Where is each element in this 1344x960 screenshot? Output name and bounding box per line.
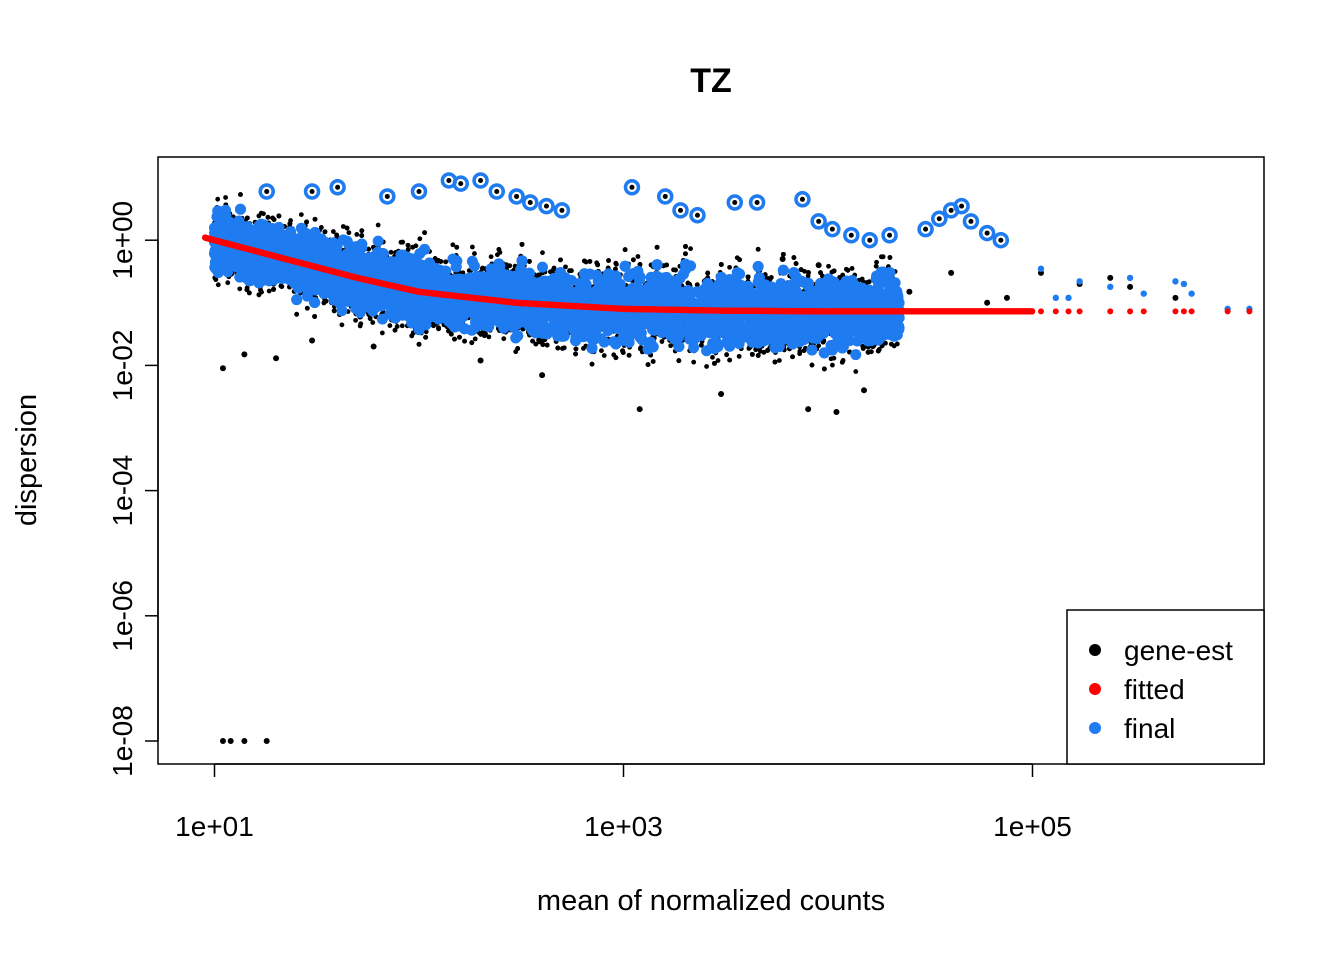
gene-est-point — [417, 236, 423, 242]
gene-est-point — [357, 323, 363, 329]
gene-est-point — [450, 242, 456, 248]
gene-est-point — [791, 255, 797, 260]
gene-est-point — [626, 352, 632, 358]
gene-est-point — [849, 266, 855, 271]
gene-est-point — [737, 257, 742, 263]
gene-est-point — [388, 249, 394, 255]
gene-est-point — [330, 229, 336, 234]
gene-est-point — [370, 320, 376, 325]
gene-est-point — [394, 324, 400, 329]
gene-est-point — [501, 336, 507, 342]
point-cloud-layer — [209, 192, 905, 374]
gene-est-point — [635, 254, 641, 259]
gene-est-point — [422, 230, 428, 236]
gene-est-point — [462, 338, 467, 344]
gene-est-point — [558, 257, 563, 263]
gene-est-point — [298, 212, 304, 218]
gene-est-point — [845, 267, 851, 273]
gene-est-point — [839, 359, 845, 365]
gene-est-point — [494, 252, 500, 258]
gene-est-point — [486, 334, 492, 340]
gene-est-point — [727, 264, 732, 270]
gene-est-point — [270, 215, 276, 221]
gene-est-point — [446, 328, 451, 334]
gene-est-point — [755, 246, 761, 252]
gene-est-point — [469, 244, 475, 250]
gene-est-point — [599, 348, 604, 354]
gene-est-point — [790, 354, 795, 360]
gene-est-point — [563, 264, 568, 270]
gene-est-point — [533, 341, 539, 347]
gene-est-point — [883, 340, 888, 346]
gene-est-point — [757, 348, 763, 354]
gene-est-point — [691, 359, 697, 365]
gene-est-point — [736, 353, 742, 359]
gene-est-point — [587, 259, 593, 264]
chart-title: TZ — [690, 62, 732, 100]
gene-est-point — [551, 266, 557, 272]
gene-est-point — [472, 251, 477, 256]
gene-est-point — [776, 358, 782, 363]
gene-est-point — [710, 354, 715, 360]
gene-est-point — [379, 330, 385, 336]
gene-est-point — [482, 333, 487, 339]
gene-est-point — [673, 267, 678, 273]
gene-est-point — [443, 259, 449, 265]
gene-est-point — [215, 282, 221, 288]
gene-est-point — [423, 329, 429, 335]
gene-est-point — [589, 361, 595, 367]
gene-est-point — [339, 322, 345, 328]
gene-est-point — [472, 336, 478, 342]
gene-est-point — [340, 224, 346, 229]
gene-est-point — [334, 233, 340, 239]
gene-est-point — [601, 353, 607, 358]
gene-est-point — [256, 213, 262, 219]
gene-est-point — [346, 230, 352, 236]
gene-est-point — [826, 263, 831, 269]
gene-est-point — [891, 343, 897, 349]
gene-est-point — [853, 369, 859, 374]
gene-est-point — [874, 259, 879, 265]
gene-est-point — [831, 355, 837, 361]
gene-est-point — [304, 305, 310, 311]
gene-est-point — [715, 358, 721, 363]
gene-est-point — [438, 259, 444, 264]
gene-est-point — [659, 339, 665, 344]
gene-est-point — [266, 288, 272, 294]
gene-est-point — [829, 362, 835, 368]
gene-est-point — [650, 359, 656, 364]
gene-est-point — [801, 348, 807, 354]
gene-est-point — [704, 364, 709, 369]
gene-est-point — [793, 261, 799, 266]
gene-est-point — [613, 266, 618, 272]
gene-est-point — [488, 254, 494, 260]
gene-est-point — [312, 216, 318, 222]
gene-est-point — [630, 257, 636, 263]
gene-est-point — [261, 211, 266, 217]
gene-est-point — [353, 317, 358, 323]
gene-est-point — [375, 222, 381, 228]
gene-est-point — [873, 263, 879, 269]
gene-est-point — [223, 195, 228, 200]
gene-est-point — [460, 270, 466, 276]
gene-est-point — [480, 265, 485, 271]
gene-est-point — [540, 250, 545, 256]
gene-est-point — [496, 247, 502, 252]
gene-est-point — [809, 362, 815, 368]
gene-est-point — [215, 196, 221, 202]
gene-est-point — [225, 280, 231, 286]
gene-est-point — [237, 286, 243, 292]
gene-est-point — [399, 323, 405, 329]
gene-est-point — [405, 242, 411, 248]
gene-est-point — [387, 323, 393, 329]
gene-est-point — [727, 357, 733, 363]
gene-est-point — [354, 232, 360, 237]
gene-est-point — [688, 246, 693, 252]
